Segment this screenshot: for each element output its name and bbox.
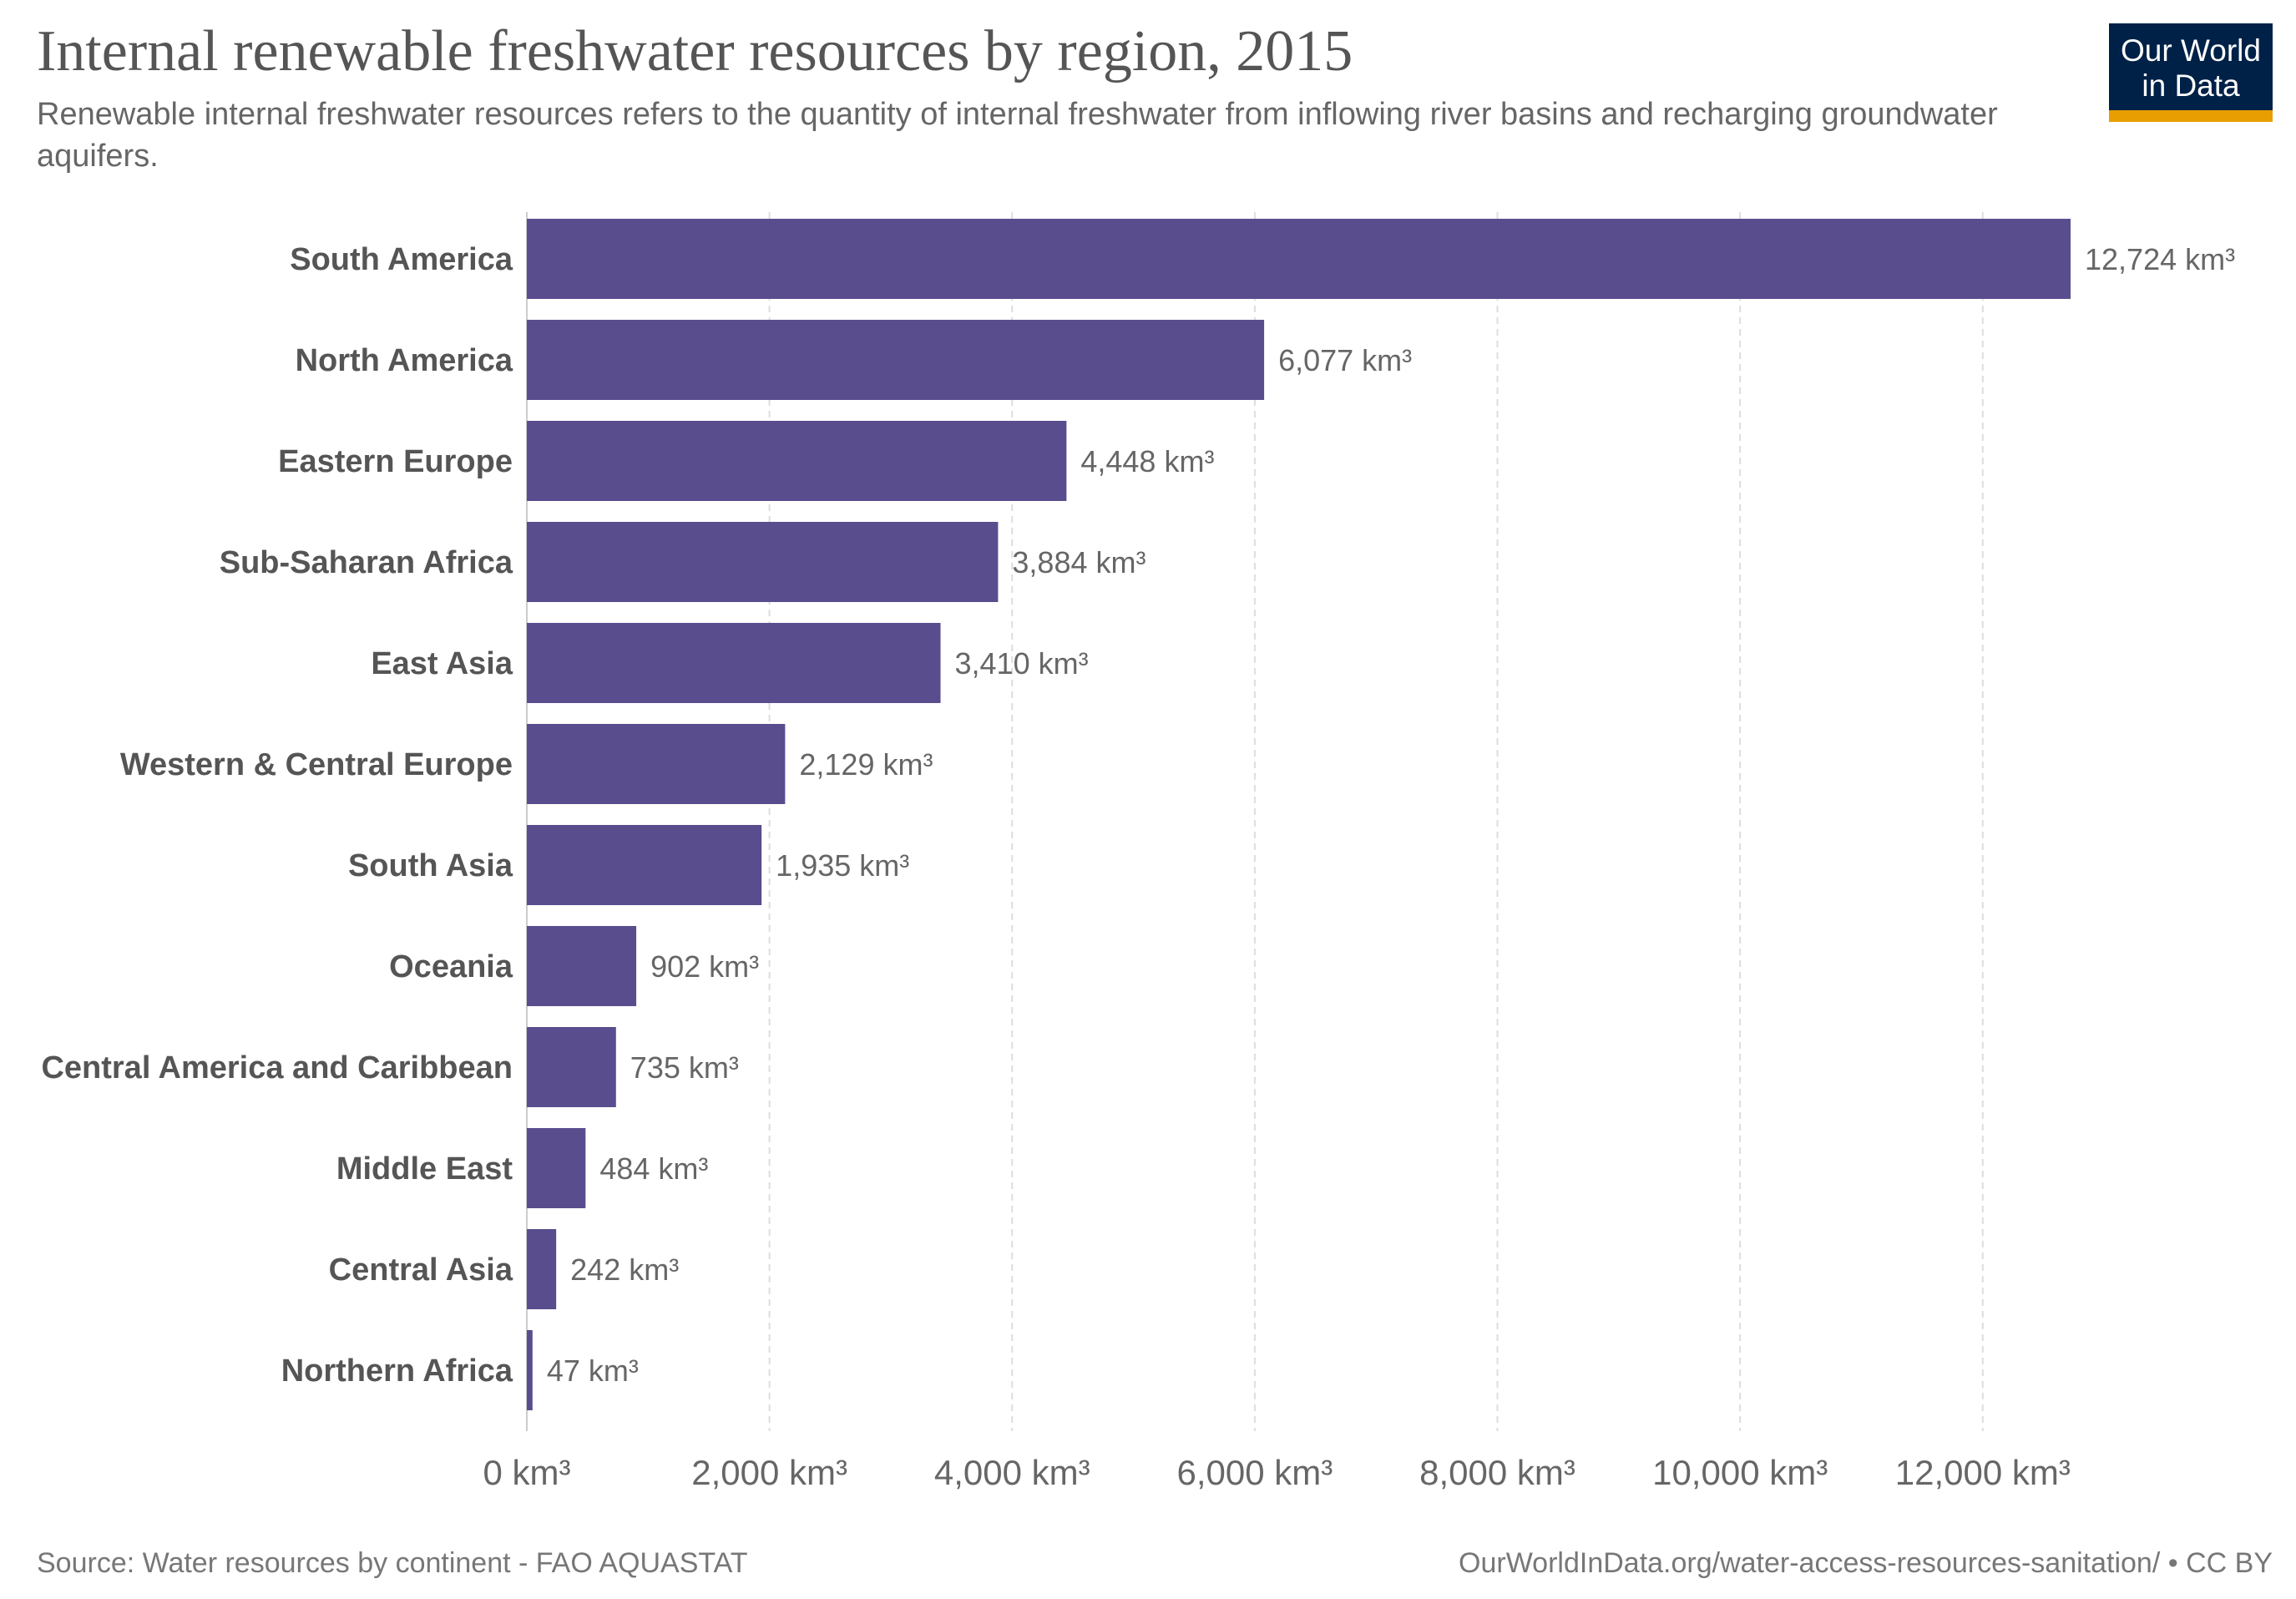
value-labels: 12,724 km³ 6,077 km³ 4,448 km³ 3,884 km³ 3,4…: [547, 242, 2235, 1388]
bar: [527, 219, 2071, 299]
x-tick-label: 2,000 km³: [691, 1453, 847, 1492]
category-label: Eastern Europe: [278, 444, 513, 479]
category-label: Sub-Saharan Africa: [220, 545, 513, 580]
bar: [527, 1027, 616, 1107]
category-label: East Asia: [371, 646, 513, 681]
value-label: 242 km³: [570, 1252, 679, 1287]
category-label: Middle East: [336, 1151, 513, 1187]
category-label: Northern Africa: [281, 1354, 513, 1389]
bar: [527, 623, 941, 703]
bar: [527, 825, 762, 905]
bar: [527, 926, 637, 1006]
bar: [527, 1229, 557, 1309]
bars: [527, 219, 2071, 1410]
grid-lines: [526, 212, 1984, 1431]
bar: [527, 724, 786, 804]
x-tick-label: 8,000 km³: [1419, 1453, 1575, 1492]
value-label: 3,410 km³: [955, 646, 1089, 681]
value-label: 47 km³: [547, 1354, 639, 1388]
source-note: Source: Water resources by continent - F…: [37, 1547, 748, 1579]
category-label: Central Asia: [329, 1252, 513, 1288]
x-axis-ticks: 0 km³ 2,000 km³ 4,000 km³ 6,000 km³ 8,000 km…: [483, 1453, 2071, 1492]
category-label: South Asia: [348, 848, 513, 883]
owid-logo[interactable]: Our World in Data: [2109, 23, 2273, 122]
value-label: 735 km³: [630, 1050, 739, 1085]
bar: [527, 1330, 533, 1410]
value-label: 12,724 km³: [2085, 242, 2235, 276]
category-label: Central America and Caribbean: [41, 1050, 513, 1085]
category-label: North America: [296, 343, 513, 378]
value-label: 4,448 km³: [1080, 444, 1214, 478]
value-label: 1,935 km³: [776, 848, 909, 883]
x-tick-label: 6,000 km³: [1177, 1453, 1333, 1492]
category-label: Oceania: [389, 949, 513, 984]
x-tick-label: 10,000 km³: [1652, 1453, 1828, 1492]
category-labels: South America North America Eastern Europe…: [41, 242, 513, 1389]
x-tick-label: 4,000 km³: [934, 1453, 1090, 1492]
x-tick-label: 0 km³: [483, 1453, 571, 1492]
bar: [527, 320, 1265, 400]
logo-line-1: Our World: [2121, 33, 2261, 68]
bar: [527, 1128, 586, 1208]
value-label: 6,077 km³: [1278, 343, 1412, 377]
chart-title: Internal renewable freshwater resources …: [37, 19, 1353, 83]
bar: [527, 522, 999, 602]
category-label: South America: [290, 242, 513, 277]
chart-subtitle: Renewable internal freshwater resources …: [37, 97, 1998, 174]
category-label: Western & Central Europe: [120, 747, 513, 782]
bar: [527, 421, 1067, 501]
value-label: 2,129 km³: [799, 747, 933, 782]
value-label: 3,884 km³: [1012, 545, 1145, 579]
x-tick-label: 12,000 km³: [1895, 1453, 2071, 1492]
logo-line-2: in Data: [2142, 68, 2240, 103]
value-label: 902 km³: [650, 949, 759, 984]
owid-link[interactable]: OurWorldInData.org/water-access-resource…: [1459, 1547, 2273, 1579]
value-label: 484 km³: [599, 1151, 708, 1186]
